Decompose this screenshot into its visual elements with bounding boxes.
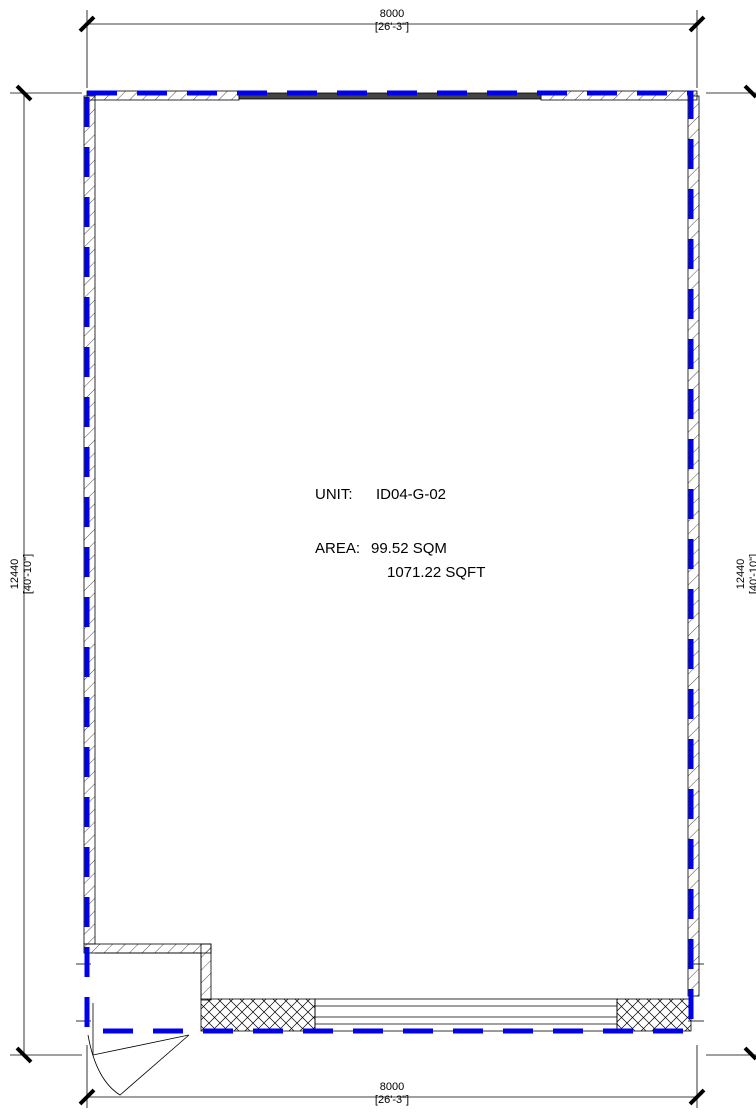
bottom-dimension-imperial: [26'-3"]	[375, 1094, 409, 1106]
storefront-pier-right	[616, 998, 692, 1032]
area-sqft: 1071.22 SQFT	[387, 564, 485, 581]
top-dimension	[78, 10, 706, 88]
unit-id: ID04-G-02	[376, 486, 446, 503]
bottom-dimension	[78, 1045, 706, 1108]
left-dimension-mm: 12440	[9, 559, 21, 590]
unit-boundary	[84, 90, 694, 1034]
right-dimension	[706, 84, 756, 1061]
unit-label: UNIT: ID04-G-02 AREA: 99.52 SQM 1071.22 …	[315, 486, 485, 581]
wall-bathroom-top	[83, 943, 212, 954]
dimension-tick	[743, 84, 756, 99]
left-dimension	[10, 84, 82, 1064]
area-key: AREA:	[315, 540, 360, 557]
bottom-dimension-mm: 8000	[380, 1081, 404, 1093]
right-dimension-mm: 12440	[735, 559, 747, 590]
right-dimension-imperial: [40'-10"]	[748, 554, 756, 594]
area-sqm: 99.52 SQM	[371, 540, 447, 557]
storefront-glazing	[314, 998, 618, 1032]
unit-key: UNIT:	[315, 486, 353, 503]
dimension-tick	[78, 1088, 96, 1106]
dimension-tick	[15, 1046, 33, 1064]
top-dimension-mm: 8000	[380, 8, 404, 20]
entry-door	[76, 963, 704, 1096]
dimension-tick	[688, 1088, 706, 1106]
dimension-tick	[743, 1046, 756, 1061]
wall-bathroom-right	[200, 943, 212, 1001]
dimension-tick	[688, 15, 706, 33]
dimension-tick	[15, 84, 33, 102]
dimension-tick	[78, 15, 96, 33]
top-dimension-imperial: [26'-3"]	[375, 21, 409, 33]
storefront-pier-left	[200, 998, 316, 1032]
storefront	[200, 998, 692, 1032]
left-dimension-imperial: [40'-10"]	[22, 554, 34, 594]
